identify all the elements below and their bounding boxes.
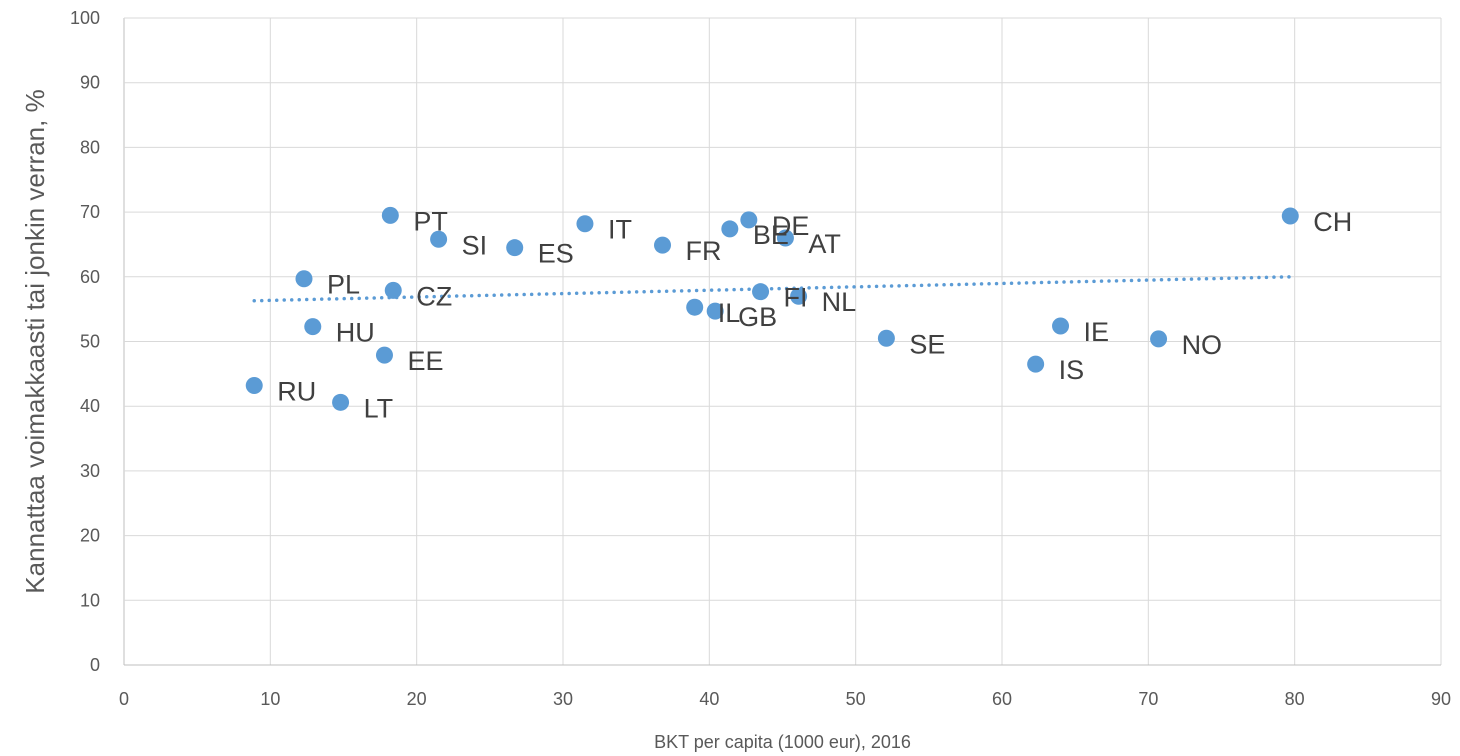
x-axis-title: BKT per capita (1000 eur), 2016 (654, 732, 911, 752)
y-tick-label: 50 (80, 332, 100, 352)
data-point (1027, 355, 1045, 373)
data-point (295, 270, 313, 288)
data-point (686, 298, 704, 316)
y-tick-label: 0 (90, 655, 100, 675)
data-point (381, 206, 399, 224)
y-tick-label: 60 (80, 267, 100, 287)
point-label: IT (608, 215, 632, 245)
point-label: EE (407, 346, 443, 376)
x-tick-label: 40 (699, 689, 719, 709)
data-point (654, 236, 672, 254)
point-label: FI (784, 283, 808, 313)
data-point (790, 287, 808, 305)
data-point (332, 393, 350, 411)
point-label: IS (1059, 355, 1085, 385)
x-tick-label: 80 (1285, 689, 1305, 709)
point-label: GB (738, 302, 777, 332)
x-tick-label: 90 (1431, 689, 1451, 709)
trendline-group (252, 275, 1293, 303)
point-label: NO (1182, 330, 1223, 360)
x-tick-label: 70 (1138, 689, 1158, 709)
data-point (375, 346, 393, 364)
point-label: SI (462, 230, 488, 260)
trendline (252, 275, 1293, 303)
point-label: CH (1313, 207, 1352, 237)
point-label: SE (909, 329, 945, 359)
data-point (752, 283, 770, 301)
y-tick-label: 100 (70, 8, 100, 28)
data-point (721, 220, 739, 238)
point-label: DE (772, 211, 810, 241)
gridlines (123, 17, 1442, 666)
point-label: BE (753, 220, 789, 250)
x-tick-label: 30 (553, 689, 573, 709)
data-point (430, 230, 448, 248)
y-tick-label: 40 (80, 396, 100, 416)
point-label: FR (686, 236, 722, 266)
point-label: LT (364, 393, 394, 423)
data-point (877, 329, 895, 347)
point-label: IE (1084, 317, 1110, 347)
data-point (1052, 317, 1070, 335)
point-label: CZ (416, 281, 452, 311)
point-label: IL (718, 298, 741, 328)
x-tick-label: 0 (119, 689, 129, 709)
y-tick-label: 80 (80, 137, 100, 157)
data-point (706, 302, 724, 320)
y-tick-label: 70 (80, 202, 100, 222)
data-point (1281, 207, 1299, 225)
data-point (740, 211, 758, 229)
point-label: AT (808, 229, 841, 259)
x-tick-label: 60 (992, 689, 1012, 709)
data-point (384, 281, 402, 299)
y-axis-title: Kannattaa voimakkaasti tai jonkin verran… (20, 89, 50, 593)
data-point (304, 318, 322, 336)
data-point (576, 215, 594, 233)
data-point (506, 239, 524, 257)
point-label: NL (822, 287, 857, 317)
y-tick-label: 90 (80, 73, 100, 93)
data-point (776, 229, 794, 247)
data-point (245, 376, 263, 394)
point-label: ES (538, 239, 574, 269)
x-tick-label: 50 (846, 689, 866, 709)
y-tick-label: 10 (80, 590, 100, 610)
x-tick-label: 20 (407, 689, 427, 709)
point-label: RU (277, 376, 316, 406)
point-label: PL (327, 270, 360, 300)
y-tick-label: 30 (80, 461, 100, 481)
y-tick-label: 20 (80, 526, 100, 546)
x-tick-label: 10 (260, 689, 280, 709)
data-points (245, 206, 1299, 411)
point-label: HU (336, 318, 375, 348)
data-point (1150, 330, 1168, 348)
point-label: PT (413, 206, 448, 236)
axes: 0 10 20 30 40 50 60 70 80 90 0 10 20 30 40 50 60 70 80 90 10… (70, 8, 1451, 709)
